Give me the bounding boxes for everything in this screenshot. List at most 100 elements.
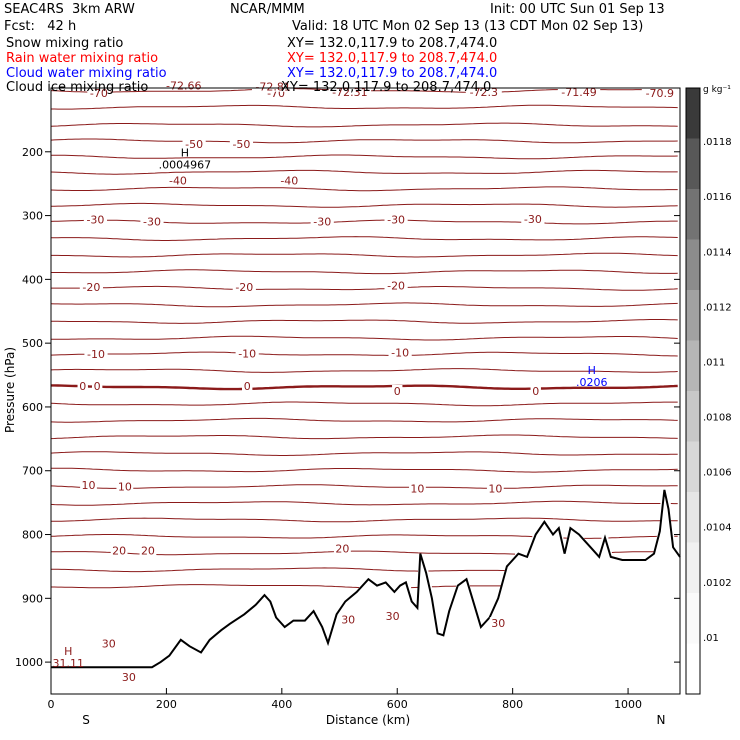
contour-label: 10: [488, 483, 502, 496]
x-axis-south-label: S: [82, 713, 90, 727]
x-tick-label: 1000: [614, 698, 642, 711]
contour-label: 0: [244, 380, 251, 393]
init-time: Init: 00 UTC Sun 01 Sep 13: [490, 2, 665, 17]
contour-label-bg: [277, 174, 301, 186]
contour-label-bg: [139, 544, 157, 556]
colorbar-tick-label: .0116: [703, 192, 732, 203]
colorbar-tick-label: .0118: [703, 137, 732, 148]
x-tick-label: 400: [271, 698, 292, 711]
colorbar-tick-label: .0102: [703, 578, 732, 589]
contour-label-bg: [91, 379, 103, 391]
isotherm-line: [50, 368, 678, 373]
contour-label: 10: [118, 481, 132, 494]
center-title: NCAR/MMM: [230, 2, 305, 17]
contour-label-bg: [80, 478, 97, 490]
isotherm-line: [51, 335, 678, 341]
colorbar-swatch: [686, 391, 700, 442]
colorbar-swatch: [686, 88, 700, 139]
isotherm-contours: [50, 88, 678, 589]
contour-label-bg: [116, 480, 134, 492]
colorbar-swatch: [686, 138, 700, 190]
colorbar-tick-label: .0112: [703, 302, 732, 313]
isotherm-line: [51, 104, 678, 110]
field-snow-xy: XY= 132.0,117.9 to 208.7,474.0: [287, 36, 498, 51]
x-axis-north-label: N: [657, 713, 666, 727]
contour-label-bg: [334, 542, 351, 554]
isotherm-line: [50, 567, 505, 573]
contour-label-bg: [251, 80, 295, 92]
contour-label-bg: [557, 85, 601, 97]
isotherm-line: [51, 384, 678, 391]
contour-label-bg: [79, 281, 103, 293]
contour-label-bg: [83, 213, 108, 225]
isotherm-line: [50, 351, 678, 357]
x-tick-label: 600: [387, 698, 408, 711]
contour-label-bg: [120, 670, 138, 682]
colorbar-swatch: [686, 441, 700, 493]
contour-label-bg: [310, 215, 334, 227]
x-tick-label: 200: [156, 698, 177, 711]
contour-label-bg: [235, 347, 259, 359]
high-marker-value: .0206: [576, 376, 608, 389]
contour-label: -30: [387, 213, 405, 226]
contour-label-bg: [384, 213, 408, 225]
contour-label-bg: [339, 613, 357, 625]
contour-label-bg: [100, 637, 118, 649]
contour-label: -70.9: [646, 87, 674, 100]
isotherm-line: [51, 154, 678, 160]
contour-label: 10: [82, 479, 96, 492]
contour-label: -20: [235, 281, 253, 294]
contour-label-bg: [87, 87, 111, 99]
plot-frame: [50, 87, 681, 695]
colorbar-swatch: [686, 239, 700, 291]
colorbar-swatch: [686, 340, 700, 392]
colorbar-unit: g kg⁻¹: [703, 85, 731, 95]
isotherm-line: [51, 467, 678, 473]
field-rain-name: Rain water mixing ratio: [6, 51, 159, 66]
isotherm-line: [50, 500, 678, 506]
isotherm-line: [51, 202, 678, 208]
y-tick-label: 400: [22, 273, 43, 286]
terrain-line: [51, 489, 681, 669]
contour-label-bg: [489, 617, 507, 629]
isotherm-line: [50, 122, 678, 128]
contour-label: 20: [141, 544, 155, 557]
contour-label-bg: [521, 212, 545, 224]
field-snow-name: Snow mixing ratio: [6, 36, 124, 51]
y-tick-label: 600: [22, 401, 43, 414]
contour-label-bg: [409, 482, 426, 494]
isotherm-line: [50, 417, 678, 423]
contour-label: -10: [391, 347, 409, 360]
y-tick-label: 900: [22, 592, 43, 605]
x-axis-label: Distance (km): [326, 713, 410, 727]
isotherm-line: [50, 451, 678, 456]
field-rain-xy: XY= 132.0,117.9 to 208.7,474.0: [287, 51, 498, 66]
isotherm-line: [51, 236, 678, 241]
model-title: SEAC4RS 3km ARW: [4, 2, 135, 17]
contour-label: -10: [238, 347, 256, 360]
contour-label-bg: [392, 385, 403, 396]
isotherm-line: [50, 319, 678, 324]
valid-time: Valid: 18 UTC Mon 02 Sep 13 (13 CDT Mon …: [292, 19, 644, 34]
contour-label: 30: [491, 617, 505, 630]
terrain-profile: [51, 489, 681, 669]
isotherm-line: [50, 302, 678, 308]
colorbar-swatch: [686, 189, 700, 240]
contour-label: -40: [280, 174, 298, 187]
isotherm-line: [51, 252, 678, 258]
colorbar-tick-label: .0114: [703, 247, 732, 258]
contour-label: 0: [532, 385, 539, 398]
y-tick-label: 300: [22, 210, 43, 223]
colorbar-tick-label: .01: [703, 633, 719, 644]
forecast-hour: Fcst: 42 h: [4, 19, 77, 34]
colorbar-swatch: [686, 643, 700, 695]
high-marker: H: [181, 146, 189, 159]
contour-label-bg: [232, 281, 256, 293]
contour-label: -70: [90, 87, 108, 100]
contour-label: 30: [341, 613, 355, 626]
colorbar-swatch: [686, 542, 700, 594]
y-tick-label: 200: [22, 146, 43, 159]
contour-label: 30: [102, 638, 116, 651]
contour-label: -71.49: [561, 86, 596, 99]
